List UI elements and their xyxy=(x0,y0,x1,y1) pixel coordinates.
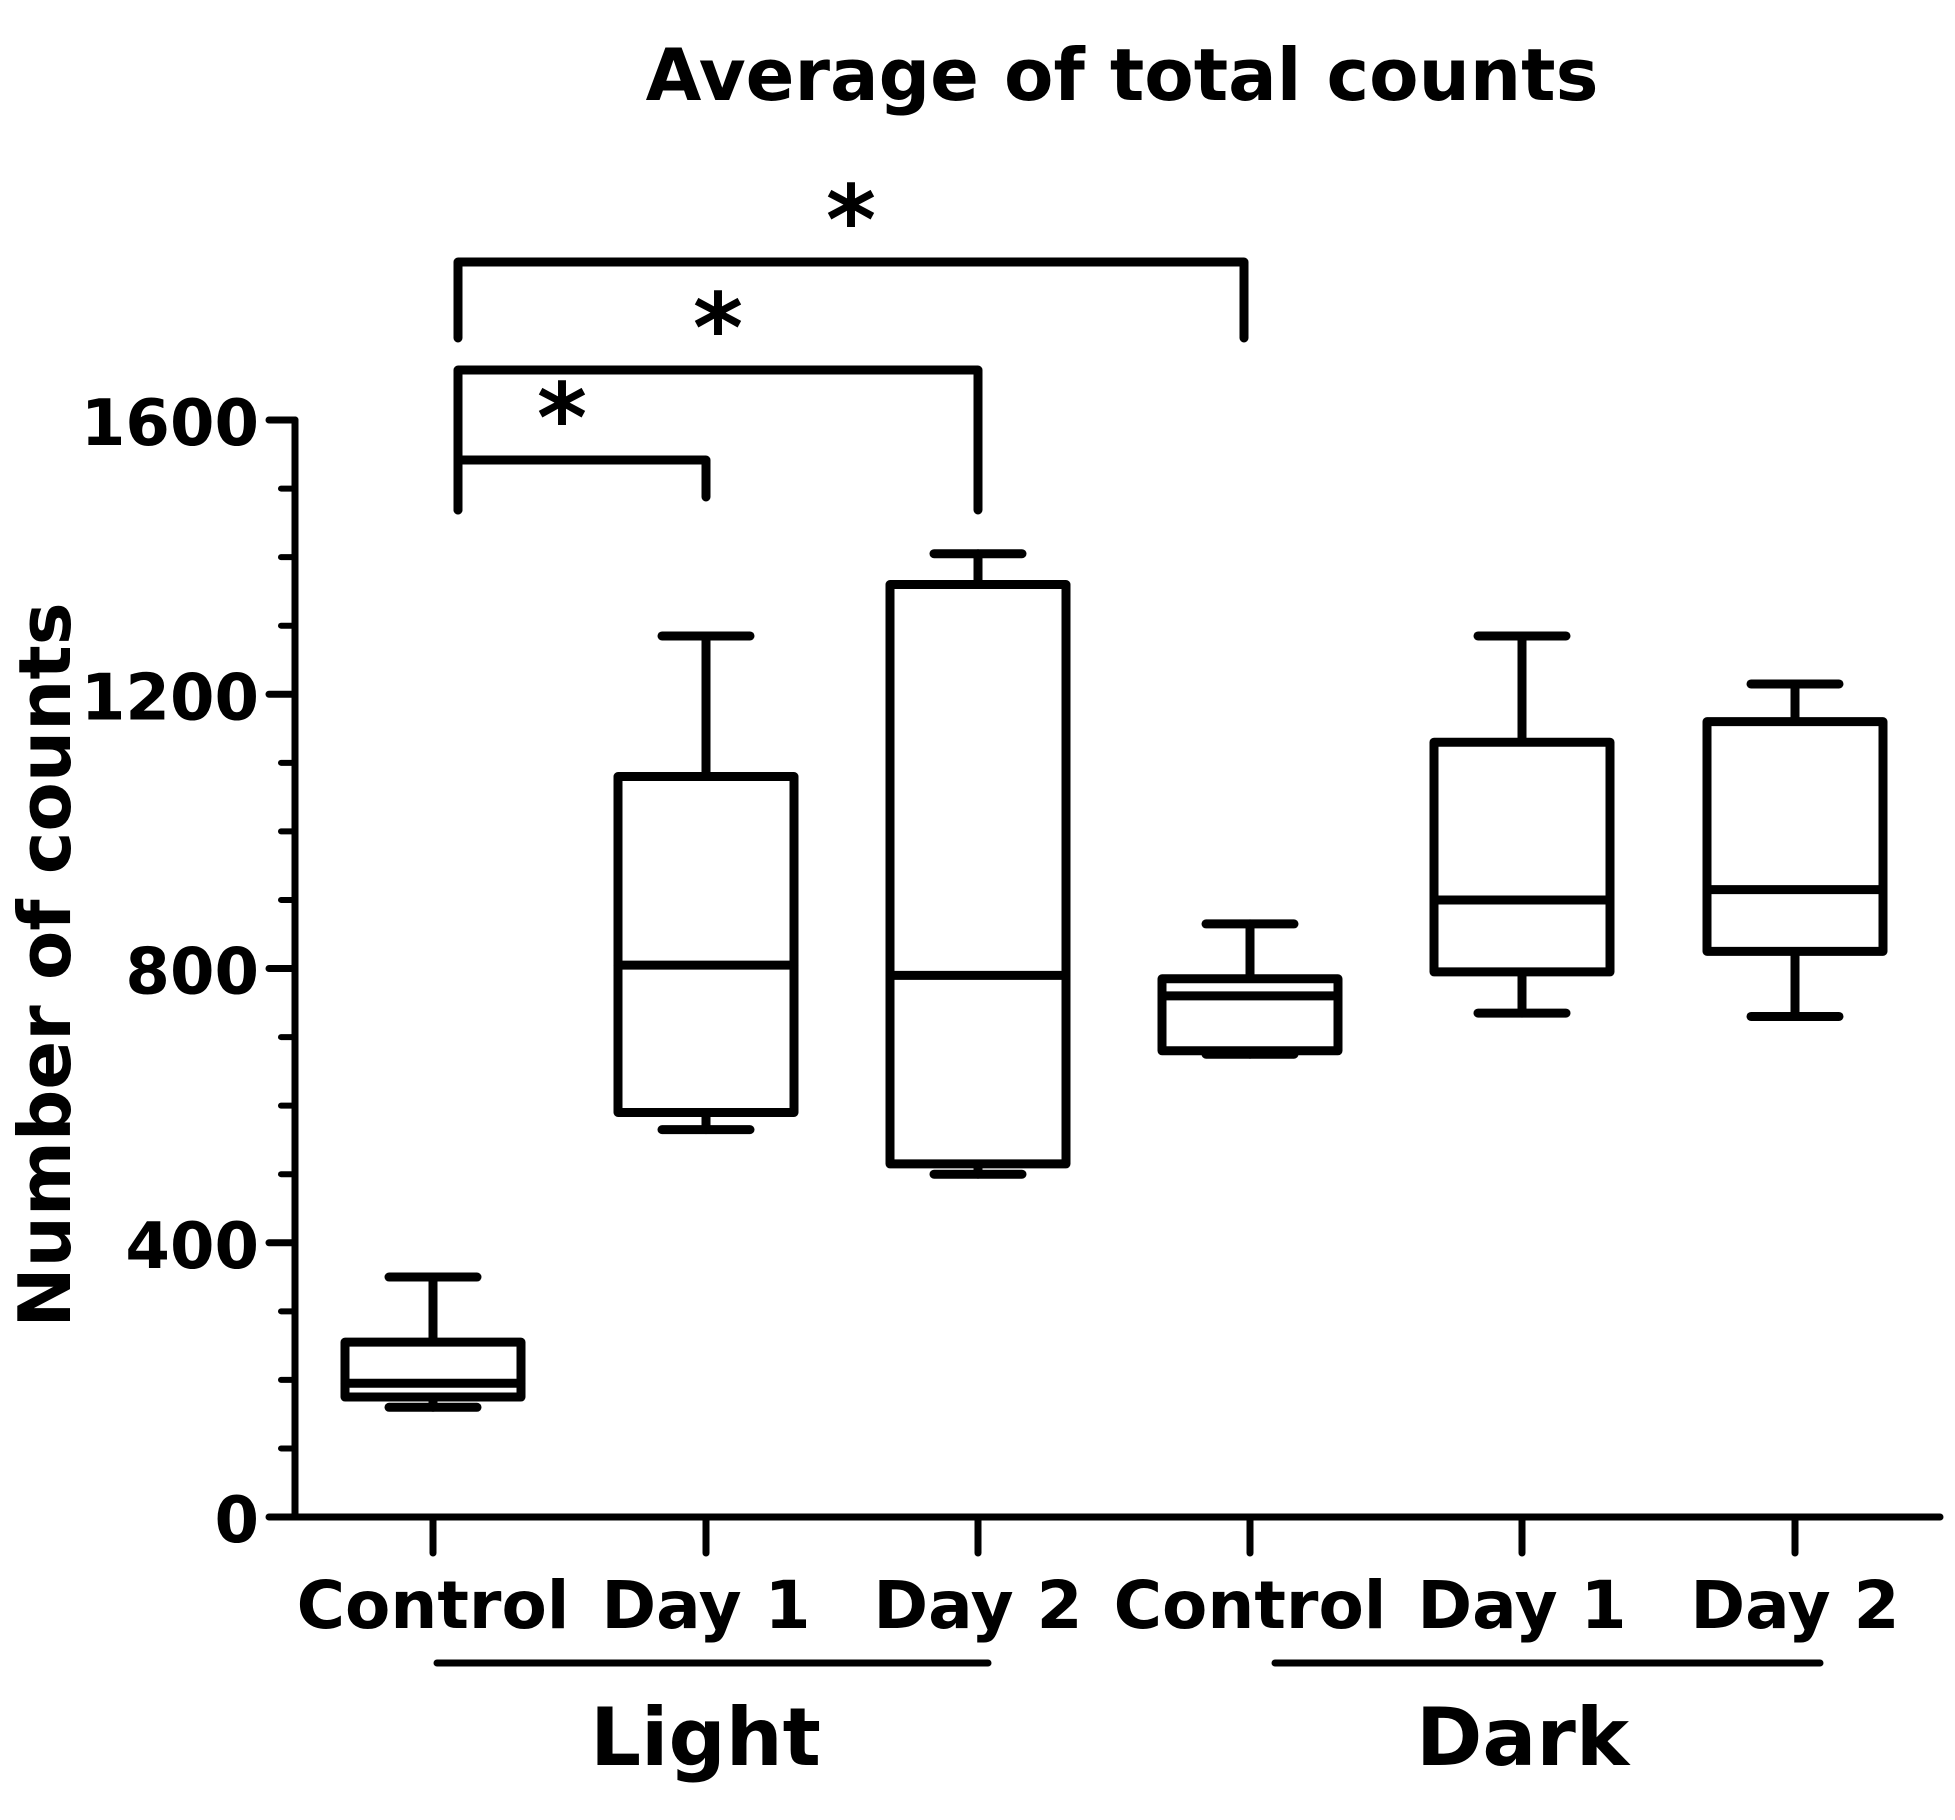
y-axis-label: Number of counts xyxy=(3,602,87,1327)
box-body xyxy=(885,580,1071,1169)
box-1 xyxy=(613,631,799,1135)
bracket-line xyxy=(453,365,983,515)
significance-star: * xyxy=(693,273,743,385)
box-body xyxy=(1429,737,1615,977)
box-4 xyxy=(1429,631,1615,1018)
box-body xyxy=(340,1337,526,1402)
box-body xyxy=(613,772,799,1117)
significance-bracket-0: * xyxy=(453,363,711,515)
axes: 0 400 800 1200 1600 xyxy=(81,387,1944,1558)
category-labels: Control Day 1 Day 2 Control Day 1 Day 2 xyxy=(297,1567,1900,1644)
box-body xyxy=(1702,717,1888,956)
x-tick-label: Day 1 xyxy=(1417,1567,1626,1644)
box-0 xyxy=(340,1272,526,1412)
group-label: Dark xyxy=(1416,1691,1631,1784)
box-2 xyxy=(885,549,1071,1179)
box-5 xyxy=(1702,679,1888,1021)
y-tick-label: 400 xyxy=(125,1210,259,1284)
chart-title: Average of total counts xyxy=(646,33,1599,117)
significance-brackets: * * * xyxy=(453,165,1249,515)
significance-bracket-1: * xyxy=(453,273,983,515)
y-tick-label: 1600 xyxy=(81,387,259,461)
bracket-line xyxy=(453,257,1249,343)
group-light: Light xyxy=(433,1659,992,1784)
significance-bracket-2: * xyxy=(453,165,1249,343)
group-dark: Dark xyxy=(1271,1659,1824,1784)
box-3 xyxy=(1157,919,1343,1059)
x-tick-label: Day 1 xyxy=(601,1567,810,1644)
y-tick-label: 800 xyxy=(125,936,259,1010)
box-body xyxy=(1157,974,1343,1056)
x-tick-label: Day 2 xyxy=(1690,1567,1899,1644)
significance-star: * xyxy=(537,363,587,475)
significance-star: * xyxy=(826,165,876,277)
x-tick-label: Control xyxy=(1114,1567,1387,1644)
x-tick-label: Control xyxy=(297,1567,570,1644)
y-tick-label: 0 xyxy=(214,1484,259,1558)
group-labels: Light Dark xyxy=(433,1659,1824,1784)
y-tick-label: 1200 xyxy=(81,661,259,735)
group-label: Light xyxy=(590,1691,821,1784)
boxes xyxy=(340,549,1888,1412)
x-tick-label: Day 2 xyxy=(873,1567,1082,1644)
